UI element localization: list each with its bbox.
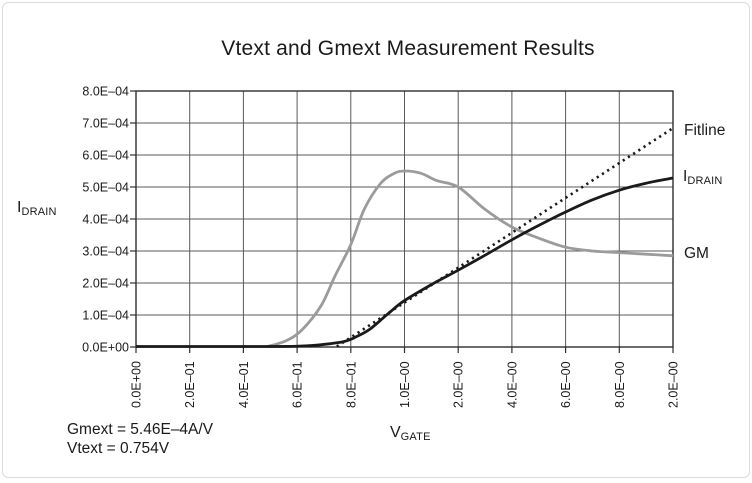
y-tick-label: 7.0E–04 xyxy=(82,117,129,131)
x-tick-label: 2.0E–01 xyxy=(183,361,197,408)
gm-series-label: GM xyxy=(684,245,709,262)
y-tick-label: 8.0E–04 xyxy=(82,85,129,99)
y-tick-label: 1.0E–04 xyxy=(82,309,129,323)
x-tick-label: 6.0E–00 xyxy=(559,361,573,408)
x-axis-label: VGATE xyxy=(390,424,431,443)
curve-fitline xyxy=(336,127,674,348)
idrain-series-label: IDRAIN xyxy=(683,168,723,187)
chart-title: Vtext and Gmext Measurement Results xyxy=(221,37,595,60)
x-axis-label-main: V xyxy=(390,424,401,441)
x-tick-label: 0.0E+00 xyxy=(130,361,144,408)
fitline-series-label: Fitline xyxy=(684,122,726,139)
x-tick-label: 8.0E–00 xyxy=(613,361,627,408)
x-tick-label: 4.0E–00 xyxy=(505,361,519,408)
y-tick-label: 0.0E+00 xyxy=(82,341,129,355)
y-axis-label-sub: DRAIN xyxy=(21,206,57,218)
x-tick-label: 1.0E–00 xyxy=(398,361,412,408)
x-tick-label: 6.0E–01 xyxy=(291,361,305,408)
x-tick-label: 2.0E–00 xyxy=(452,361,466,408)
curve-gm xyxy=(267,169,674,348)
y-tick-label: 5.0E–04 xyxy=(82,181,129,195)
y-tick-label: 6.0E–04 xyxy=(82,149,129,163)
vtext-annotation: Vtext = 0.754V xyxy=(67,440,170,457)
measurement-annotations: Gmext = 5.46E–4A/V Vtext = 0.754V xyxy=(67,420,213,458)
idrain-series-label-sub: DRAIN xyxy=(687,175,723,187)
y-axis-label: IDRAIN xyxy=(17,199,57,218)
y-tick-label: 3.0E–04 xyxy=(82,245,129,259)
idrain-series-label-main: I xyxy=(683,168,688,185)
gmext-annotation: Gmext = 5.46E–4A/V xyxy=(67,421,214,438)
measurement-chart: 0.0E+00 2.0E–01 4.0E–01 6.0E–01 8.0E–01 1.0E–… xyxy=(82,85,681,409)
y-tick-label: 4.0E–04 xyxy=(82,213,129,227)
curve-idrain xyxy=(136,176,674,348)
y-axis-label-main: I xyxy=(17,199,22,216)
x-tick-label: 8.0E–01 xyxy=(344,361,358,408)
x-axis-label-sub: GATE xyxy=(400,431,431,443)
x-tick-label: 4.0E–01 xyxy=(237,361,251,408)
y-tick-label: 2.0E–04 xyxy=(82,277,129,291)
x-tick-label: 2.0E–00 xyxy=(667,361,681,408)
